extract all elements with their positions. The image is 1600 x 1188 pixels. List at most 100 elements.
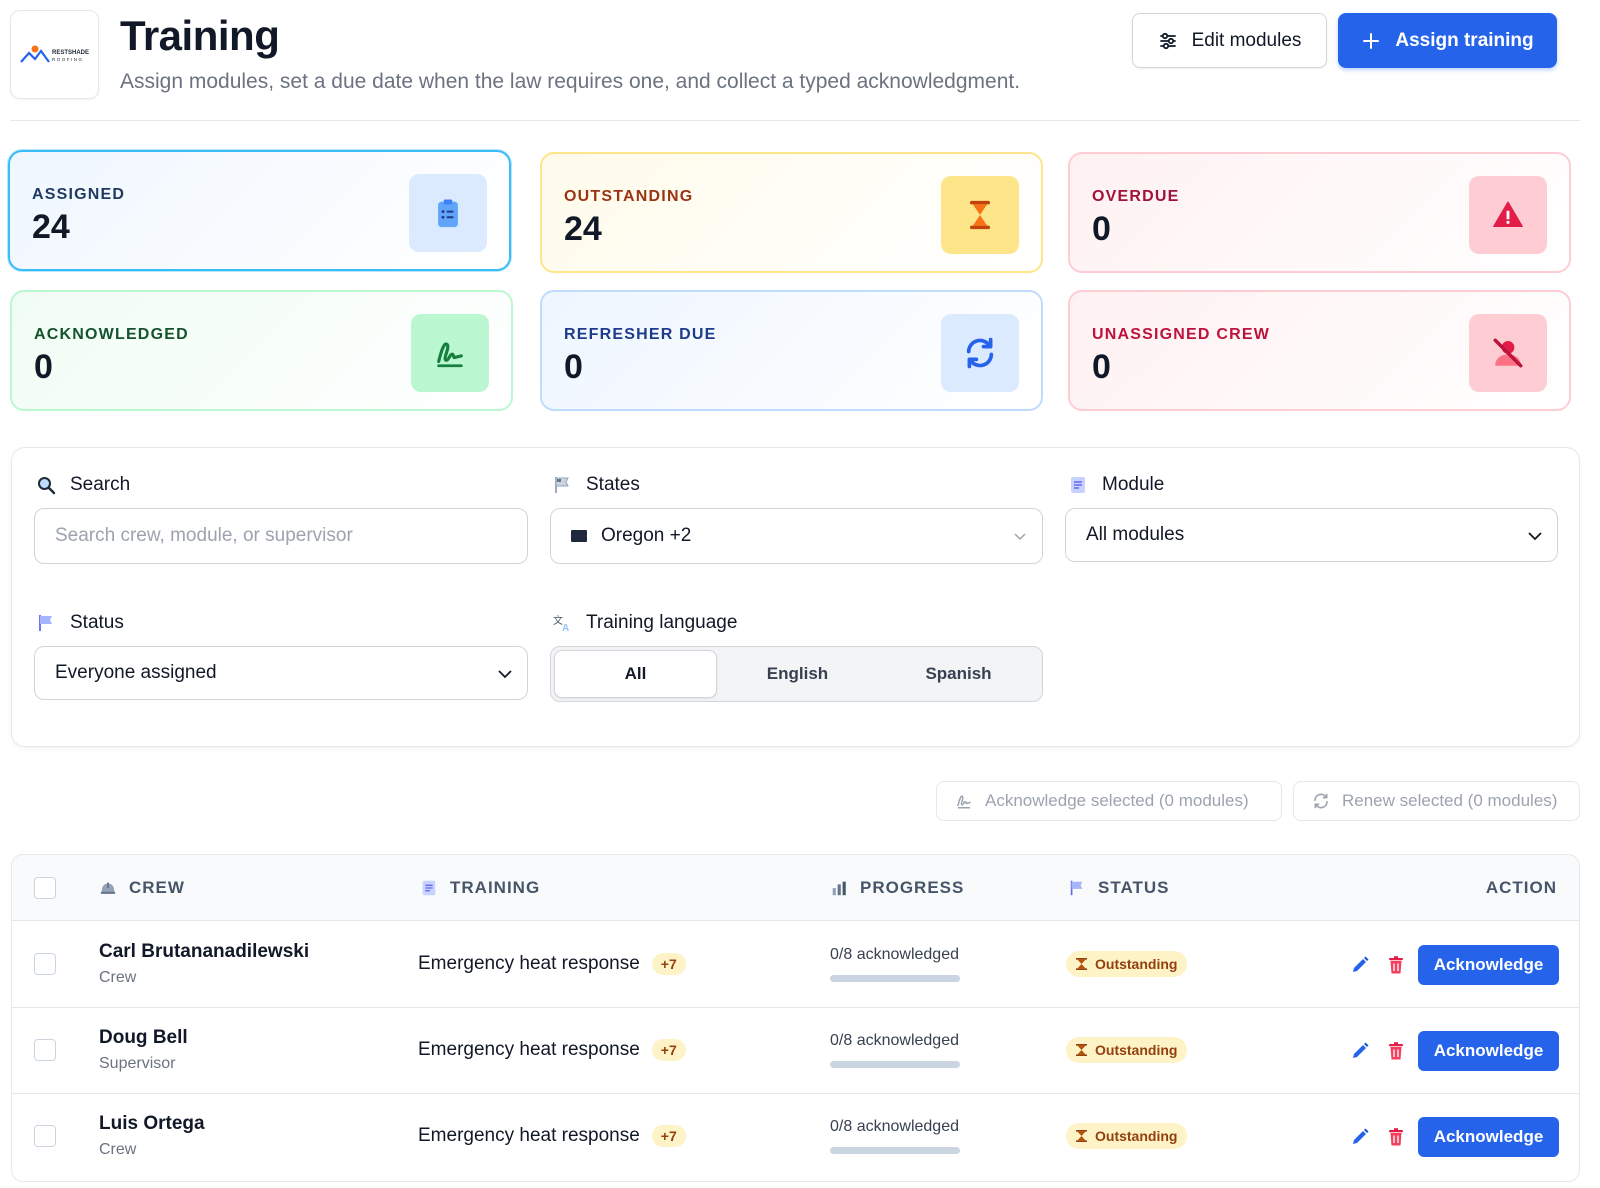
module-label-group: Module	[1068, 474, 1164, 496]
sliders-icon	[1159, 32, 1176, 49]
signature-icon	[411, 314, 489, 392]
svg-text:ROOFING: ROOFING	[52, 57, 84, 62]
select-all-checkbox[interactable]	[34, 877, 56, 899]
acknowledge-button[interactable]: Acknowledge	[1418, 945, 1559, 985]
pencil-icon[interactable]	[1350, 955, 1370, 975]
flag-icon	[555, 477, 569, 493]
column-header-status[interactable]: STATUS	[1068, 878, 1169, 898]
search-field[interactable]	[34, 508, 528, 564]
column-header-progress-label: PROGRESS	[860, 878, 965, 897]
renew-selected-label: Renew selected (0 modules)	[1342, 791, 1558, 810]
training-cell: Emergency heat response +7	[418, 1125, 686, 1147]
table-header: CREW TRAINING PROGRESS STATUS ACTION	[12, 855, 1579, 921]
stat-card-overdue[interactable]: OVERDUE 0	[1068, 152, 1571, 273]
status-value: Everyone assigned	[55, 662, 217, 683]
more-modules-badge[interactable]: +7	[651, 1125, 686, 1147]
hourglass-icon	[1076, 958, 1087, 970]
hourglass-icon	[1076, 1130, 1087, 1142]
pencil-icon[interactable]	[1350, 1127, 1370, 1147]
language-option-all[interactable]: All	[554, 650, 717, 698]
table-row[interactable]: Luis Ortega Crew Emergency heat response…	[12, 1093, 1579, 1180]
training-cell: Emergency heat response +7	[418, 953, 686, 975]
company-logo[interactable]: RESTSHADE ROOFING	[10, 10, 99, 99]
pencil-icon[interactable]	[1350, 1041, 1370, 1061]
more-modules-badge[interactable]: +7	[651, 1039, 686, 1061]
status-text: Outstanding	[1095, 1042, 1178, 1058]
stat-card-assigned[interactable]: ASSIGNED 24	[8, 150, 511, 271]
module-select[interactable]: All modules	[1065, 508, 1558, 562]
stat-value: 0	[1092, 210, 1111, 248]
restshade-logo-icon: RESTSHADE ROOFING	[19, 45, 89, 63]
row-checkbox[interactable]	[34, 1125, 56, 1147]
trash-icon[interactable]	[1386, 955, 1406, 975]
table-row[interactable]: Carl Brutananadilewski Crew Emergency he…	[12, 921, 1579, 1008]
status-badge: Outstanding	[1066, 1123, 1188, 1149]
row-checkbox[interactable]	[34, 953, 56, 975]
states-select[interactable]: Oregon +2	[550, 508, 1043, 564]
language-option-english[interactable]: English	[766, 664, 829, 683]
search-label-group: Search	[36, 474, 130, 496]
crew-role: Crew	[99, 969, 137, 986]
warning-icon	[1469, 176, 1547, 254]
status-badge: Outstanding	[1066, 1037, 1188, 1063]
acknowledge-button[interactable]: Acknowledge	[1418, 1117, 1559, 1157]
search-label: Search	[70, 474, 131, 495]
status-text: Outstanding	[1095, 956, 1178, 972]
document-icon	[422, 880, 436, 896]
training-name: Emergency heat response	[418, 1039, 640, 1060]
stat-value: 0	[34, 348, 53, 386]
progress-text: 0/8 acknowledged	[830, 1032, 959, 1049]
chevron-down-icon	[498, 670, 512, 679]
column-header-crew[interactable]: CREW	[99, 878, 185, 898]
progress-bar	[830, 1147, 960, 1154]
status-select[interactable]: Everyone assigned	[34, 646, 528, 700]
trash-icon[interactable]	[1386, 1127, 1406, 1147]
assign-training-label: Assign training	[1395, 29, 1534, 51]
stat-card-outstanding[interactable]: OUTSTANDING 24	[540, 152, 1043, 273]
stat-label: ASSIGNED	[32, 186, 126, 203]
flag-icon	[1070, 880, 1083, 896]
acknowledge-button[interactable]: Acknowledge	[1418, 1031, 1559, 1071]
status-label: Status	[70, 612, 124, 633]
assign-training-button[interactable]: Assign training	[1338, 13, 1557, 68]
column-header-progress[interactable]: PROGRESS	[830, 878, 964, 898]
stat-card-acknowledged[interactable]: ACKNOWLEDGED 0	[10, 290, 513, 411]
stat-value: 0	[564, 348, 583, 386]
stat-card-unassigned-crew[interactable]: UNASSIGNED CREW 0	[1068, 290, 1571, 411]
module-document-icon	[1071, 477, 1085, 493]
acknowledge-selected-button[interactable]: Acknowledge selected (0 modules)	[936, 781, 1282, 821]
crew-name: Doug Bell	[99, 1027, 188, 1048]
page-header: RESTSHADE ROOFING Training Assign module…	[10, 10, 1580, 120]
states-value: Oregon +2	[601, 525, 692, 546]
status-badge: Outstanding	[1066, 951, 1188, 977]
column-header-crew-label: CREW	[129, 878, 185, 897]
edit-modules-button[interactable]: Edit modules	[1132, 13, 1327, 68]
renew-selected-button[interactable]: Renew selected (0 modules)	[1293, 781, 1580, 821]
plus-icon	[1363, 32, 1380, 49]
column-header-training-label: TRAINING	[450, 878, 541, 897]
stat-label: OVERDUE	[1092, 188, 1180, 205]
language-option-spanish[interactable]: Spanish	[925, 664, 992, 683]
svg-text:文: 文	[553, 614, 563, 627]
progress-bar	[830, 975, 960, 982]
stat-card-refresher-due[interactable]: REFRESHER DUE 0	[540, 290, 1043, 411]
column-header-status-label: STATUS	[1098, 878, 1170, 897]
bar-chart-icon	[832, 881, 846, 896]
progress-text: 0/8 acknowledged	[830, 1118, 959, 1135]
more-modules-badge[interactable]: +7	[651, 953, 686, 975]
trash-icon[interactable]	[1386, 1041, 1406, 1061]
stat-value: 0	[1092, 348, 1111, 386]
chevron-down-icon	[1528, 532, 1542, 541]
column-header-training[interactable]: TRAINING	[420, 878, 540, 898]
search-input[interactable]	[55, 525, 507, 547]
hourglass-icon	[1076, 1044, 1087, 1056]
crew-name: Luis Ortega	[99, 1113, 205, 1134]
training-name: Emergency heat response	[418, 953, 640, 974]
table-row[interactable]: Doug Bell Supervisor Emergency heat resp…	[12, 1007, 1579, 1094]
stat-value: 24	[32, 208, 70, 246]
page-subtitle: Assign modules, set a due date when the …	[120, 70, 1021, 93]
user-off-icon	[1469, 314, 1547, 392]
row-checkbox[interactable]	[34, 1039, 56, 1061]
state-flag-icon	[571, 530, 587, 542]
crew-role: Crew	[99, 1141, 137, 1158]
